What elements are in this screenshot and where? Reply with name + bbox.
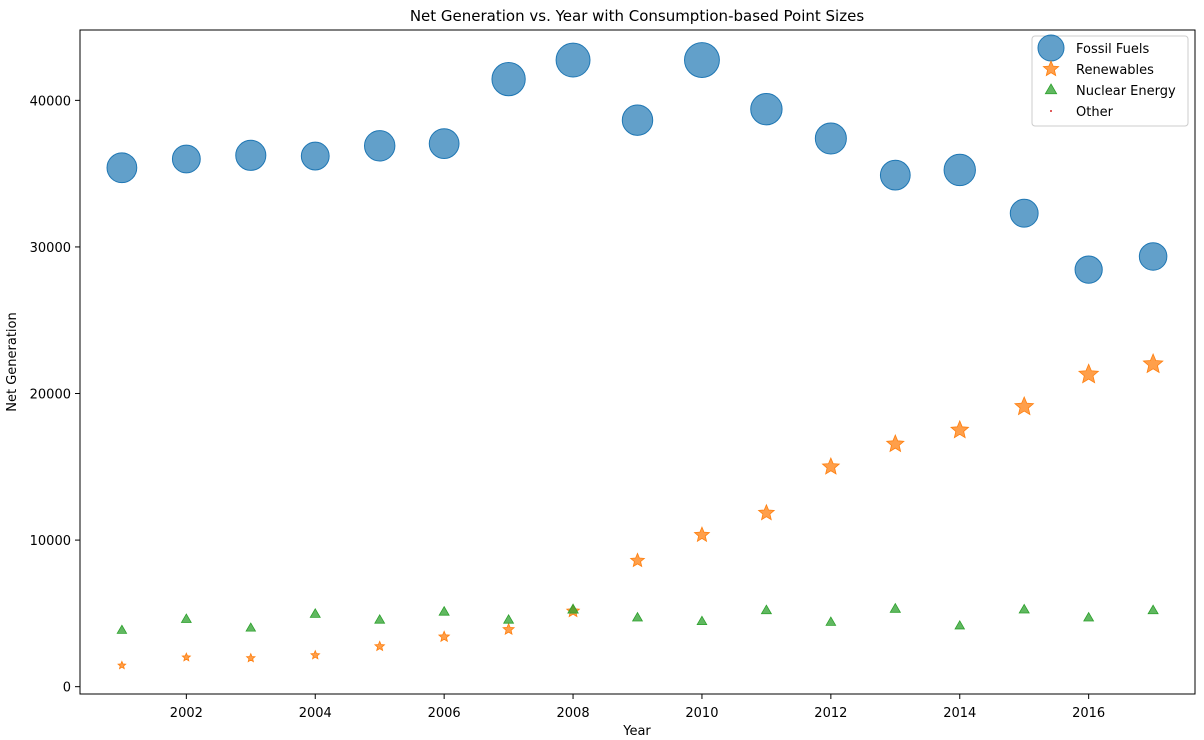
- data-point-renewables: [502, 622, 516, 636]
- data-point-nuclear-energy: [503, 613, 515, 624]
- x-tick-label: 2012: [814, 706, 847, 721]
- data-point-fossil-fuels: [300, 141, 330, 171]
- data-point-nuclear-energy: [1083, 611, 1095, 622]
- y-axis-ticks: 0 10000 20000 30000 40000: [30, 94, 80, 696]
- data-point-nuclear-energy: [825, 616, 837, 626]
- data-point-renewables: [950, 419, 970, 439]
- data-point-renewables: [1013, 395, 1035, 416]
- data-point-renewables: [757, 503, 776, 521]
- data-point-nuclear-energy: [696, 615, 708, 626]
- data-point-fossil-fuels: [750, 92, 783, 126]
- data-point-renewables: [1142, 352, 1164, 374]
- legend-label-other: Other: [1076, 105, 1114, 120]
- y-axis-label: Net Generation: [5, 312, 20, 411]
- data-point-fossil-fuels: [491, 61, 526, 97]
- data-point-fossil-fuels: [363, 130, 396, 162]
- data-point-renewables: [245, 652, 256, 663]
- legend-label-renewables: Renewables: [1076, 63, 1154, 78]
- plot-marks: [106, 42, 1168, 670]
- x-axis-label: Year: [622, 724, 651, 739]
- series-renewables: [117, 352, 1164, 670]
- data-point-fossil-fuels: [106, 152, 138, 184]
- y-tick-label: 40000: [30, 94, 71, 109]
- legend-label-nuclear-energy: Nuclear Energy: [1076, 84, 1176, 99]
- data-point-fossil-fuels: [1074, 255, 1103, 284]
- legend-marker-other: [1050, 110, 1052, 112]
- data-point-nuclear-energy: [245, 622, 257, 632]
- data-point-renewables: [117, 660, 127, 670]
- data-point-fossil-fuels: [814, 122, 847, 155]
- data-point-nuclear-energy: [954, 620, 966, 630]
- data-point-fossil-fuels: [555, 42, 591, 78]
- data-point-renewables: [181, 652, 192, 662]
- data-point-nuclear-energy: [760, 604, 773, 615]
- data-point-fossil-fuels: [171, 144, 201, 174]
- x-tick-label: 2006: [428, 706, 461, 721]
- x-tick-label: 2004: [299, 706, 332, 721]
- y-tick-label: 0: [63, 681, 71, 696]
- data-point-fossil-fuels: [684, 42, 720, 78]
- x-axis-ticks: 2002 2004 2006 2008 2010 2012 2014 2016: [170, 694, 1105, 721]
- legend-label-fossil-fuels: Fossil Fuels: [1076, 42, 1149, 57]
- data-point-renewables: [373, 640, 386, 652]
- data-point-renewables: [821, 456, 841, 475]
- y-tick-label: 20000: [30, 388, 71, 403]
- data-point-nuclear-energy: [1147, 604, 1159, 615]
- data-point-fossil-fuels: [1138, 242, 1168, 271]
- y-tick-label: 10000: [30, 534, 71, 549]
- x-tick-label: 2016: [1072, 706, 1105, 721]
- data-point-nuclear-energy: [309, 608, 321, 618]
- legend-marker-fossil-fuels: [1037, 34, 1065, 62]
- data-point-fossil-fuels: [428, 128, 460, 159]
- data-point-renewables: [693, 526, 711, 543]
- data-point-fossil-fuels: [879, 159, 911, 191]
- legend-marker-renewables: [1042, 59, 1060, 77]
- x-tick-label: 2008: [557, 706, 590, 721]
- data-point-fossil-fuels: [1009, 198, 1039, 228]
- data-point-nuclear-energy: [374, 613, 386, 624]
- data-point-renewables: [885, 434, 905, 453]
- chart-title: Net Generation vs. Year with Consumption…: [410, 7, 864, 25]
- data-point-renewables: [629, 552, 646, 568]
- data-point-fossil-fuels: [943, 153, 976, 187]
- data-point-renewables: [437, 630, 451, 643]
- data-point-renewables: [309, 649, 321, 660]
- legend: Fossil Fuels Renewables Nuclear Energy Othe…: [1031, 34, 1189, 127]
- legend-box: [1031, 35, 1189, 127]
- data-point-nuclear-energy: [889, 602, 902, 613]
- data-point-nuclear-energy: [567, 603, 579, 614]
- plot-frame: [79, 29, 1196, 695]
- data-point-nuclear-energy: [180, 613, 192, 623]
- legend-marker-nuclear-energy: [1044, 83, 1058, 95]
- data-point-renewables: [1077, 363, 1100, 384]
- data-point-fossil-fuels: [621, 104, 654, 136]
- series-nuclear-energy: [116, 602, 1159, 634]
- data-point-nuclear-energy: [1018, 603, 1030, 614]
- y-tick-label: 30000: [30, 241, 71, 256]
- series-fossil-fuels: [106, 42, 1168, 284]
- x-tick-label: 2014: [943, 706, 976, 721]
- data-point-nuclear-energy: [116, 624, 128, 634]
- x-tick-label: 2010: [685, 706, 718, 721]
- x-tick-label: 2002: [170, 706, 203, 721]
- data-point-fossil-fuels: [235, 139, 267, 171]
- data-point-nuclear-energy: [438, 605, 450, 616]
- data-point-nuclear-energy: [631, 611, 644, 622]
